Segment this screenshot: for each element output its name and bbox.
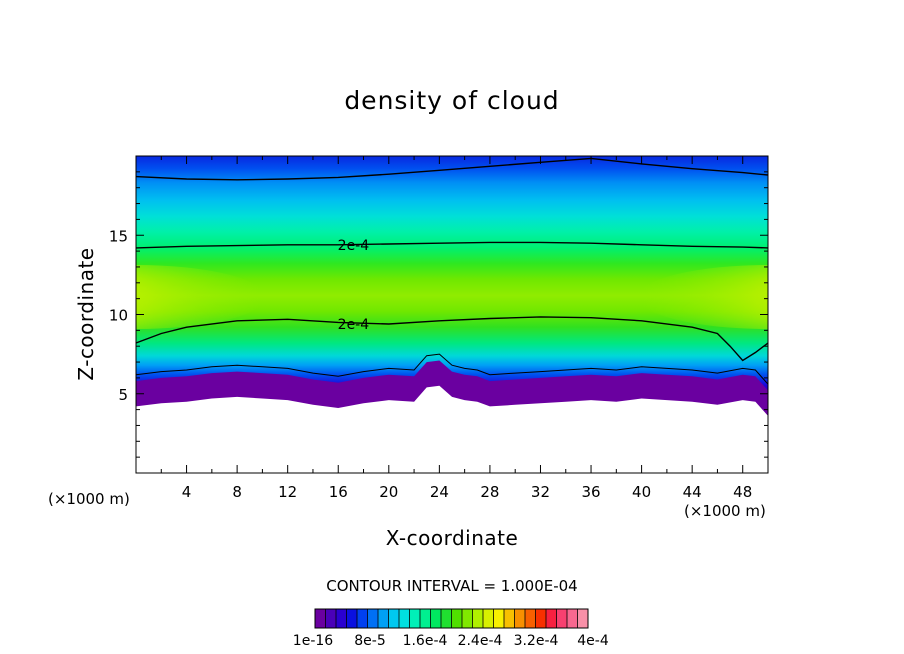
x-tick-label: 28 bbox=[480, 483, 499, 501]
colorbar-swatch bbox=[493, 609, 505, 628]
contour-cloud-edge bbox=[136, 353, 768, 385]
colorbar-swatch bbox=[535, 609, 547, 628]
contour-labels: 2e-4 2e-4 bbox=[338, 238, 370, 333]
colorbar-swatch bbox=[567, 609, 578, 628]
colorbar-swatch bbox=[420, 609, 431, 628]
colorbar-swatch bbox=[315, 609, 326, 628]
colorbar-swatch bbox=[409, 609, 421, 628]
x-tick-label: 36 bbox=[581, 483, 600, 501]
contour-lines bbox=[136, 157, 768, 385]
y-tick-label: 10 bbox=[109, 307, 128, 325]
x-tick-label: 32 bbox=[531, 483, 550, 501]
colorbar-swatch bbox=[441, 609, 452, 628]
x-axis-label: X-coordinate bbox=[385, 526, 519, 550]
peak-zone-left bbox=[136, 265, 266, 329]
x-tick-label: 48 bbox=[733, 483, 752, 501]
colorbar-swatch bbox=[325, 609, 337, 628]
colorbar-frame bbox=[314, 608, 589, 629]
colorbar-swatch bbox=[399, 609, 410, 628]
x-tick-label: 16 bbox=[329, 483, 348, 501]
x-unit-right: (×1000 m) bbox=[684, 502, 766, 520]
colorbar-swatch bbox=[451, 609, 463, 628]
x-tick-label: 24 bbox=[430, 483, 449, 501]
contour-top bbox=[136, 157, 768, 181]
y-tick-label: 15 bbox=[109, 227, 128, 245]
colorbar-swatch bbox=[462, 609, 473, 628]
contour-2e-4-upper bbox=[136, 241, 768, 249]
x-unit-left: (×1000 m) bbox=[48, 490, 130, 508]
colorbar-swatch bbox=[378, 609, 389, 628]
colorbar-swatch bbox=[367, 609, 379, 628]
x-tick-label: 20 bbox=[379, 483, 398, 501]
field-fill bbox=[136, 156, 768, 473]
colorbar-tick-label: 2.4e-4 bbox=[458, 633, 503, 649]
colorbar-tick-label: 1.6e-4 bbox=[403, 633, 448, 649]
x-tick-label: 12 bbox=[278, 483, 297, 501]
x-tick-label: 8 bbox=[232, 483, 242, 501]
colorbar-swatch bbox=[346, 609, 358, 628]
y-axis: 5 10 15 bbox=[109, 171, 768, 458]
colorbar-swatch bbox=[483, 609, 494, 628]
contour-label-upper: 2e-4 bbox=[338, 238, 370, 254]
colorbar-swatch bbox=[472, 609, 484, 628]
x-tick-label: 40 bbox=[632, 483, 651, 501]
colorbar-swatch bbox=[388, 609, 400, 628]
colorbar-swatch bbox=[514, 609, 526, 628]
x-tick-label: 4 bbox=[182, 483, 192, 501]
colorbar: 1e-16 8e-5 1.6e-4 2.4e-4 3.2e-4 4e-4 bbox=[293, 608, 609, 649]
contour-label-lower: 2e-4 bbox=[338, 317, 370, 333]
y-axis-label: Z-coordinate bbox=[74, 247, 98, 381]
colorbar-tick-label: 8e-5 bbox=[354, 633, 385, 649]
contour-2e-4-lower bbox=[136, 316, 768, 362]
colorbar-swatch bbox=[577, 609, 589, 628]
contour-interval-label: CONTOUR INTERVAL = 1.000E-04 bbox=[326, 577, 578, 595]
colorbar-tick-label: 4e-4 bbox=[577, 633, 609, 649]
colorbar-swatch bbox=[336, 609, 347, 628]
colorbar-swatch bbox=[546, 609, 557, 628]
colorbar-swatch bbox=[357, 609, 368, 628]
colorbar-swatch bbox=[504, 609, 515, 628]
colorbar-swatch bbox=[525, 609, 536, 628]
colorbar-swatch bbox=[430, 609, 442, 628]
colorbar-tick-label: 1e-16 bbox=[293, 633, 333, 649]
y-tick-label: 5 bbox=[118, 386, 128, 404]
x-axis: 4 8 12 16 20 24 28 32 36 40 44 48 bbox=[160, 156, 752, 501]
colorbar-swatch bbox=[556, 609, 568, 628]
peak-zone-right bbox=[638, 265, 768, 329]
colorbar-tick-label: 3.2e-4 bbox=[514, 633, 559, 649]
clear-air-region bbox=[136, 385, 768, 473]
x-tick-label: 44 bbox=[683, 483, 702, 501]
chart-title: density of cloud bbox=[344, 86, 560, 115]
